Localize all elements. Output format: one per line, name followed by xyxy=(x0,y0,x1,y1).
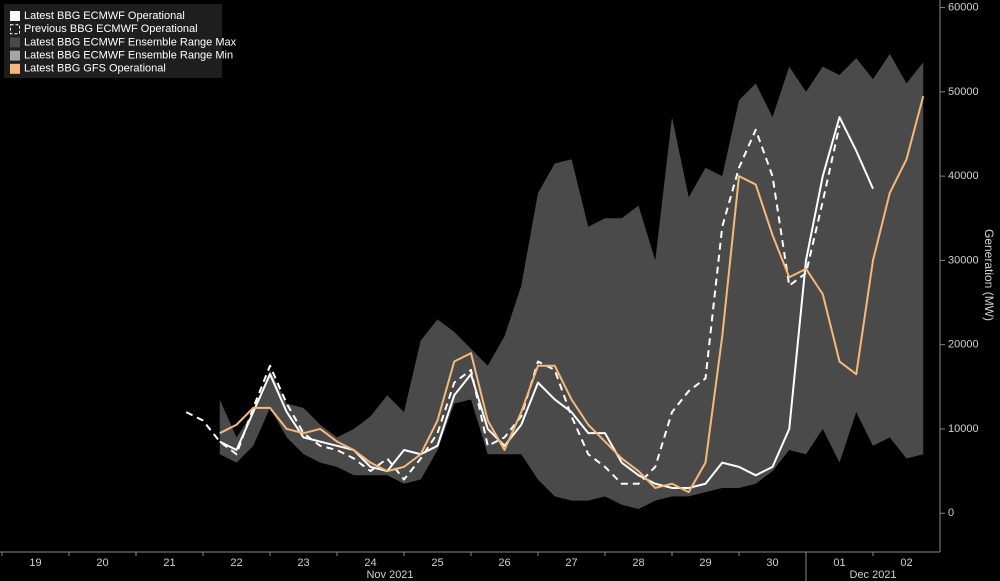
x-tick-label: 20 xyxy=(96,557,108,569)
legend-label: Previous BBG ECMWF Operational xyxy=(24,23,198,35)
legend-label: Latest BBG ECMWF Operational xyxy=(24,10,185,22)
y-tick-label: 30000 xyxy=(948,254,979,266)
x-tick-label: 30 xyxy=(766,557,778,569)
series-line xyxy=(219,95,925,494)
ensemble-range-area xyxy=(219,53,924,510)
y-tick-label: 50000 xyxy=(948,86,979,98)
month-label: Nov 2021 xyxy=(366,569,413,581)
legend-box xyxy=(4,4,222,78)
x-tick-label: 21 xyxy=(163,557,175,569)
legend-swatch xyxy=(10,11,20,21)
x-tick-label: 23 xyxy=(297,557,309,569)
legend-swatch xyxy=(10,63,20,74)
y-tick-label: 0 xyxy=(948,507,954,519)
x-tick-label: 25 xyxy=(431,557,443,569)
plot-area xyxy=(185,53,925,510)
series-line xyxy=(185,125,841,485)
y-tick-label: 60000 xyxy=(948,1,979,13)
legend-label: Latest BBG ECMWF Ensemble Range Max xyxy=(24,36,237,48)
x-tick-label: 19 xyxy=(29,557,41,569)
x-tick-label: 02 xyxy=(900,557,912,569)
month-label: Dec 2021 xyxy=(849,569,896,581)
y-tick-label: 40000 xyxy=(948,170,979,182)
x-tick-label: 24 xyxy=(364,557,376,569)
x-tick-label: 22 xyxy=(230,557,242,569)
legend-label: Latest BBG ECMWF Ensemble Range Min xyxy=(24,50,233,62)
legend-label: Latest BBG GFS Operational xyxy=(24,63,166,75)
legend-swatch xyxy=(10,24,20,35)
x-tick-label: 01 xyxy=(833,557,845,569)
legend-swatch xyxy=(10,50,20,61)
series-line xyxy=(219,116,874,489)
y-axis-title: Generation (MW) xyxy=(982,229,996,321)
legend-swatch xyxy=(10,37,20,48)
y-tick-label: 10000 xyxy=(948,423,979,435)
x-tick-label: 27 xyxy=(565,557,577,569)
x-tick-label: 28 xyxy=(632,557,644,569)
x-tick-label: 29 xyxy=(699,557,711,569)
y-tick-label: 20000 xyxy=(948,339,979,351)
x-tick-label: 26 xyxy=(498,557,510,569)
